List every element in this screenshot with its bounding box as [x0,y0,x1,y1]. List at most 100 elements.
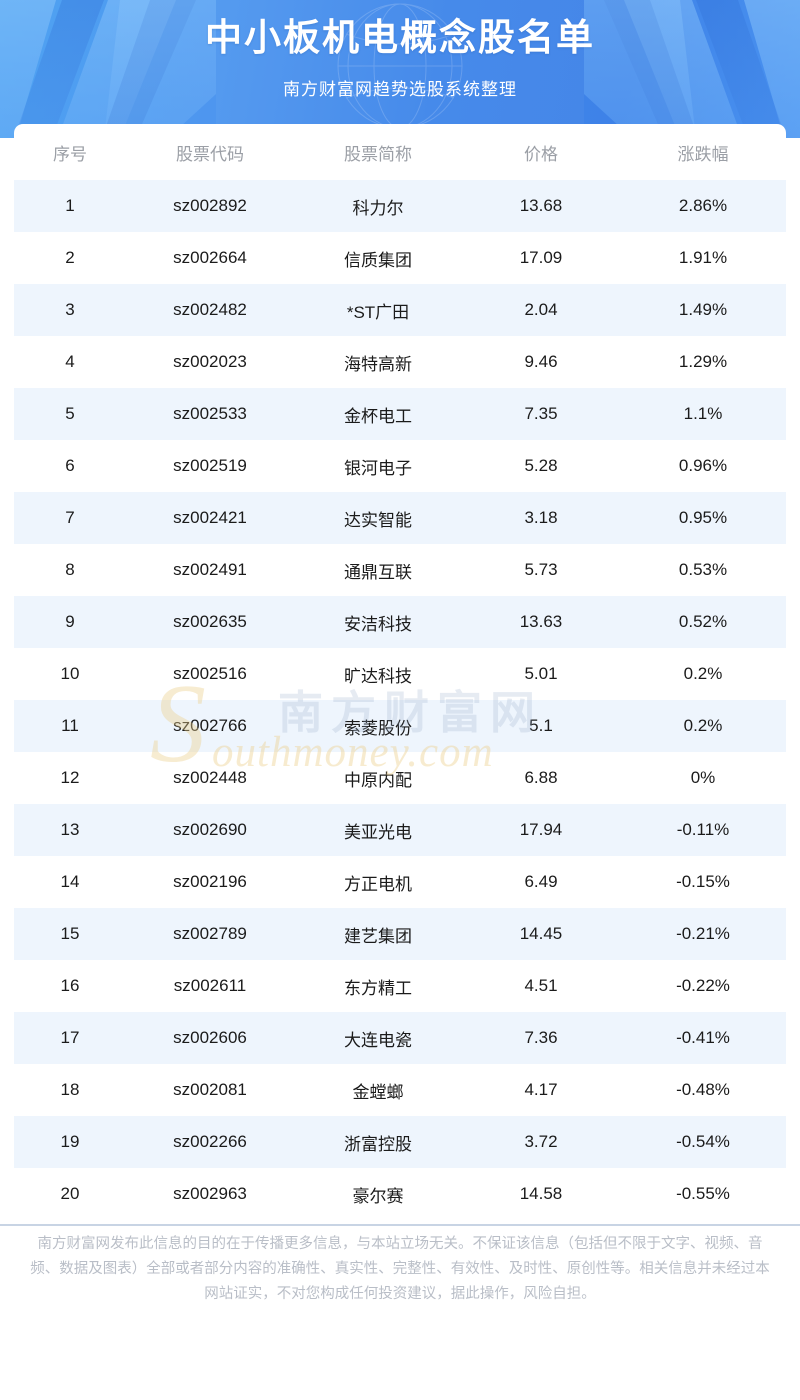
cell-change: 2.86% [620,180,786,232]
cell-price: 14.45 [462,908,620,960]
table-row[interactable]: 17 sz002606 大连电瓷 7.36 -0.41% [14,1012,786,1064]
cell-index: 17 [14,1012,126,1064]
cell-change: 0.96% [620,440,786,492]
cell-code: sz002266 [126,1116,294,1168]
table-row[interactable]: 3 sz002482 *ST广田 2.04 1.49% [14,284,786,336]
cell-price: 7.36 [462,1012,620,1064]
table-row[interactable]: 5 sz002533 金杯电工 7.35 1.1% [14,388,786,440]
table-row[interactable]: 20 sz002963 豪尔赛 14.58 -0.55% [14,1168,786,1220]
column-header-index[interactable]: 序号 [53,144,87,164]
cell-name: 科力尔 [294,180,462,232]
cell-price: 7.35 [462,388,620,440]
cell-index: 16 [14,960,126,1012]
cell-price: 4.51 [462,960,620,1012]
stock-table: 序号 股票代码 股票简称 价格 涨跌幅 1 sz002892 科力尔 13.68 2.8… [14,124,786,1220]
cell-index: 20 [14,1168,126,1220]
cell-index: 12 [14,752,126,804]
cell-name: 金螳螂 [294,1064,462,1116]
cell-index: 15 [14,908,126,960]
cell-change: -0.11% [620,804,786,856]
table-row[interactable]: 19 sz002266 浙富控股 3.72 -0.54% [14,1116,786,1168]
cell-code: sz002690 [126,804,294,856]
cell-name: 豪尔赛 [294,1168,462,1220]
cell-index: 7 [14,492,126,544]
table-row[interactable]: 15 sz002789 建艺集团 14.45 -0.21% [14,908,786,960]
cell-name: 信质集团 [294,232,462,284]
cell-name: 建艺集团 [294,908,462,960]
cell-code: sz002421 [126,492,294,544]
cell-index: 2 [14,232,126,284]
cell-code: sz002023 [126,336,294,388]
table-row[interactable]: 18 sz002081 金螳螂 4.17 -0.48% [14,1064,786,1116]
cell-code: sz002766 [126,700,294,752]
table-row[interactable]: 14 sz002196 方正电机 6.49 -0.15% [14,856,786,908]
table-row[interactable]: 11 sz002766 索菱股份 5.1 0.2% [14,700,786,752]
table-row[interactable]: 9 sz002635 安洁科技 13.63 0.52% [14,596,786,648]
cell-name: 中原内配 [294,752,462,804]
table-header: 序号 股票代码 股票简称 价格 涨跌幅 [14,124,786,180]
cell-change: 0.52% [620,596,786,648]
cell-name: 金杯电工 [294,388,462,440]
table-row[interactable]: 10 sz002516 旷达科技 5.01 0.2% [14,648,786,700]
cell-index: 13 [14,804,126,856]
cell-code: sz002963 [126,1168,294,1220]
footer-disclaimer: 南方财富网发布此信息的目的在于传播更多信息，与本站立场无关。不保证该信息（包括但… [30,1236,770,1302]
cell-name: 浙富控股 [294,1116,462,1168]
table-row[interactable]: 6 sz002519 银河电子 5.28 0.96% [14,440,786,492]
page-banner: 中小板机电概念股名单 南方财富网趋势选股系统整理 [0,0,800,138]
cell-change: 0% [620,752,786,804]
cell-index: 18 [14,1064,126,1116]
cell-code: sz002533 [126,388,294,440]
cell-index: 5 [14,388,126,440]
column-header-price[interactable]: 价格 [524,144,558,164]
table-row[interactable]: 1 sz002892 科力尔 13.68 2.86% [14,180,786,232]
cell-code: sz002519 [126,440,294,492]
column-header-code[interactable]: 股票代码 [176,144,244,164]
cell-name: 海特高新 [294,336,462,388]
cell-change: -0.48% [620,1064,786,1116]
cell-code: sz002789 [126,908,294,960]
cell-code: sz002611 [126,960,294,1012]
table-body: 1 sz002892 科力尔 13.68 2.86% 2 sz002664 信质集团 17.09… [14,180,786,1220]
cell-price: 17.94 [462,804,620,856]
cell-price: 9.46 [462,336,620,388]
table-header-row: 序号 股票代码 股票简称 价格 涨跌幅 [14,124,786,180]
cell-change: -0.55% [620,1168,786,1220]
cell-code: sz002482 [126,284,294,336]
table-row[interactable]: 4 sz002023 海特高新 9.46 1.29% [14,336,786,388]
table-row[interactable]: 12 sz002448 中原内配 6.88 0% [14,752,786,804]
cell-code: sz002664 [126,232,294,284]
cell-change: 1.49% [620,284,786,336]
column-header-name[interactable]: 股票简称 [344,144,412,164]
cell-name: 安洁科技 [294,596,462,648]
banner-decoration [0,0,800,138]
cell-index: 6 [14,440,126,492]
cell-index: 8 [14,544,126,596]
cell-price: 14.58 [462,1168,620,1220]
table-row[interactable]: 7 sz002421 达实智能 3.18 0.95% [14,492,786,544]
table-row[interactable]: 16 sz002611 东方精工 4.51 -0.22% [14,960,786,1012]
cell-change: -0.54% [620,1116,786,1168]
cell-change: 0.95% [620,492,786,544]
table-row[interactable]: 2 sz002664 信质集团 17.09 1.91% [14,232,786,284]
cell-price: 6.49 [462,856,620,908]
cell-change: -0.22% [620,960,786,1012]
cell-code: sz002635 [126,596,294,648]
table-row[interactable]: 8 sz002491 通鼎互联 5.73 0.53% [14,544,786,596]
cell-name: 大连电瓷 [294,1012,462,1064]
cell-price: 13.63 [462,596,620,648]
page-title: 中小板机电概念股名单 [205,17,595,58]
cell-name: 美亚光电 [294,804,462,856]
cell-price: 13.68 [462,180,620,232]
footer-divider [0,1224,800,1226]
cell-index: 10 [14,648,126,700]
cell-index: 19 [14,1116,126,1168]
cell-change: 1.91% [620,232,786,284]
cell-index: 4 [14,336,126,388]
cell-code: sz002448 [126,752,294,804]
table-row[interactable]: 13 sz002690 美亚光电 17.94 -0.11% [14,804,786,856]
column-header-change[interactable]: 涨跌幅 [677,144,729,164]
cell-code: sz002081 [126,1064,294,1116]
cell-code: sz002892 [126,180,294,232]
cell-name: 索菱股份 [294,700,462,752]
